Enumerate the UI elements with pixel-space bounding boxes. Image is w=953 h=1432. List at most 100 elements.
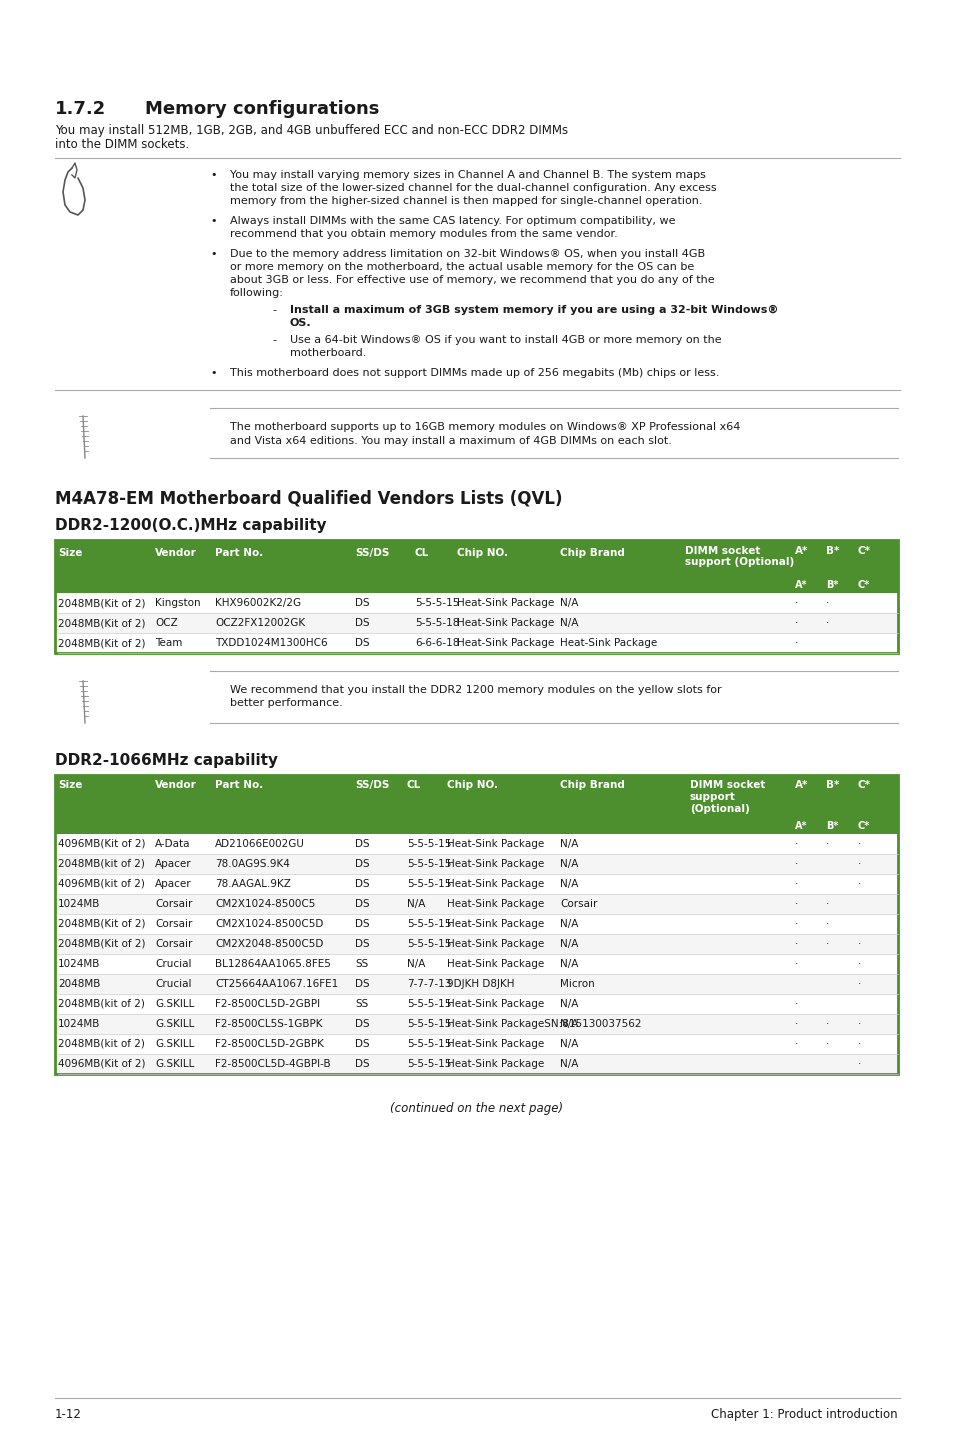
Text: N/A: N/A bbox=[559, 1020, 578, 1030]
Text: •: • bbox=[210, 249, 216, 259]
Text: Chapter 1: Product introduction: Chapter 1: Product introduction bbox=[711, 1408, 897, 1421]
Text: BL12864AA1065.8FE5: BL12864AA1065.8FE5 bbox=[214, 959, 331, 969]
Bar bbox=[55, 1034, 897, 1054]
Text: ·: · bbox=[825, 899, 828, 909]
Text: SS: SS bbox=[355, 959, 368, 969]
Text: ·: · bbox=[794, 859, 798, 869]
Text: motherboard.: motherboard. bbox=[290, 348, 366, 358]
Text: Heat-Sink Package: Heat-Sink Package bbox=[447, 859, 543, 869]
Text: ·: · bbox=[794, 619, 798, 629]
Text: DS: DS bbox=[355, 619, 369, 629]
Text: Heat-Sink Package: Heat-Sink Package bbox=[447, 1060, 543, 1070]
Text: B*: B* bbox=[825, 821, 838, 831]
Text: Micron: Micron bbox=[559, 979, 594, 990]
Text: ·: · bbox=[857, 1020, 861, 1030]
Text: Vendor: Vendor bbox=[154, 548, 196, 558]
Text: ·: · bbox=[794, 1040, 798, 1050]
Text: Use a 64-bit Windows® OS if you want to install 4GB or more memory on the: Use a 64-bit Windows® OS if you want to … bbox=[290, 335, 720, 345]
Text: or more memory on the motherboard, the actual usable memory for the OS can be: or more memory on the motherboard, the a… bbox=[230, 262, 694, 272]
Text: SS/DS: SS/DS bbox=[355, 548, 389, 558]
Text: 4096MB(Kit of 2): 4096MB(Kit of 2) bbox=[58, 1060, 146, 1070]
Text: B*: B* bbox=[825, 580, 838, 590]
Text: Apacer: Apacer bbox=[154, 879, 192, 889]
Text: DDR2-1200(O.C.)MHz capability: DDR2-1200(O.C.)MHz capability bbox=[55, 518, 326, 533]
Text: A*: A* bbox=[794, 580, 806, 590]
Text: SS: SS bbox=[355, 1000, 368, 1010]
Text: ·: · bbox=[857, 959, 861, 969]
Text: Heat-Sink Package: Heat-Sink Package bbox=[447, 919, 543, 929]
Text: C*: C* bbox=[857, 780, 870, 790]
Text: CM2X1024-8500C5: CM2X1024-8500C5 bbox=[214, 899, 315, 909]
Bar bbox=[55, 914, 897, 934]
Text: DIMM socket: DIMM socket bbox=[684, 546, 760, 556]
Text: about 3GB or less. For effective use of memory, we recommend that you do any of : about 3GB or less. For effective use of … bbox=[230, 275, 714, 285]
Text: support (Optional): support (Optional) bbox=[684, 557, 794, 567]
Text: (continued on the next page): (continued on the next page) bbox=[390, 1103, 563, 1116]
Text: Chip Brand: Chip Brand bbox=[559, 780, 624, 790]
Text: Heat-Sink Package: Heat-Sink Package bbox=[447, 839, 543, 849]
Text: Size: Size bbox=[58, 548, 82, 558]
Text: ·: · bbox=[857, 839, 861, 849]
Text: C*: C* bbox=[857, 546, 870, 556]
Text: A*: A* bbox=[794, 821, 806, 831]
Text: ·: · bbox=[794, 599, 798, 609]
Text: F2-8500CL5D-2GBPI: F2-8500CL5D-2GBPI bbox=[214, 1000, 320, 1010]
Text: G.SKILL: G.SKILL bbox=[154, 1000, 194, 1010]
Text: DS: DS bbox=[355, 639, 369, 649]
Text: DS: DS bbox=[355, 1040, 369, 1050]
Bar bbox=[55, 775, 897, 833]
Text: CL: CL bbox=[407, 780, 421, 790]
Text: 6-6-6-18: 6-6-6-18 bbox=[415, 639, 459, 649]
Text: AD21066E002GU: AD21066E002GU bbox=[214, 839, 305, 849]
Text: Heat-Sink PackageSN:815130037562: Heat-Sink PackageSN:815130037562 bbox=[447, 1020, 640, 1030]
Text: Kingston: Kingston bbox=[154, 599, 200, 609]
Text: Crucial: Crucial bbox=[154, 979, 192, 990]
Text: ·: · bbox=[857, 939, 861, 949]
Text: ·: · bbox=[825, 939, 828, 949]
Text: F2-8500CL5S-1GBPK: F2-8500CL5S-1GBPK bbox=[214, 1020, 322, 1030]
Text: This motherboard does not support DIMMs made up of 256 megabits (Mb) chips or le: This motherboard does not support DIMMs … bbox=[230, 368, 719, 378]
Text: B*: B* bbox=[825, 546, 839, 556]
Text: 78.AAGAL.9KZ: 78.AAGAL.9KZ bbox=[214, 879, 291, 889]
Text: 5-5-5-15: 5-5-5-15 bbox=[407, 1020, 451, 1030]
Text: Size: Size bbox=[58, 780, 82, 790]
Text: OS.: OS. bbox=[290, 318, 312, 328]
Text: DIMM socket: DIMM socket bbox=[689, 780, 764, 790]
Text: A-Data: A-Data bbox=[154, 839, 191, 849]
Text: 2048MB(Kit of 2): 2048MB(Kit of 2) bbox=[58, 619, 146, 629]
Text: ·: · bbox=[857, 859, 861, 869]
Text: CT25664AA1067.16FE1: CT25664AA1067.16FE1 bbox=[214, 979, 338, 990]
Text: Heat-Sink Package: Heat-Sink Package bbox=[447, 1000, 543, 1010]
Text: 5-5-5-15: 5-5-5-15 bbox=[407, 859, 451, 869]
Text: DS: DS bbox=[355, 599, 369, 609]
Text: ·: · bbox=[825, 599, 828, 609]
Text: N/A: N/A bbox=[559, 1000, 578, 1010]
Text: support: support bbox=[689, 792, 735, 802]
Text: ·: · bbox=[857, 1040, 861, 1050]
Text: N/A: N/A bbox=[407, 899, 425, 909]
Text: 4096MB(kit of 2): 4096MB(kit of 2) bbox=[58, 879, 145, 889]
Text: N/A: N/A bbox=[559, 959, 578, 969]
Text: ·: · bbox=[794, 879, 798, 889]
Text: 9DJKH D8JKH: 9DJKH D8JKH bbox=[447, 979, 514, 990]
Text: B*: B* bbox=[825, 780, 839, 790]
Text: Heat-Sink Package: Heat-Sink Package bbox=[456, 599, 554, 609]
Text: ·: · bbox=[794, 939, 798, 949]
Text: G.SKILL: G.SKILL bbox=[154, 1040, 194, 1050]
Bar bbox=[55, 633, 897, 653]
Text: Heat-Sink Package: Heat-Sink Package bbox=[559, 639, 657, 649]
Bar bbox=[55, 1054, 897, 1074]
Text: F2-8500CL5D-4GBPI-B: F2-8500CL5D-4GBPI-B bbox=[214, 1060, 331, 1070]
Text: 5-5-5-15: 5-5-5-15 bbox=[407, 1000, 451, 1010]
Text: 5-5-5-15: 5-5-5-15 bbox=[407, 879, 451, 889]
Text: Heat-Sink Package: Heat-Sink Package bbox=[456, 619, 554, 629]
Text: ·: · bbox=[794, 899, 798, 909]
Bar bbox=[55, 934, 897, 954]
Text: N/A: N/A bbox=[559, 1040, 578, 1050]
Text: Due to the memory address limitation on 32-bit Windows® OS, when you install 4GB: Due to the memory address limitation on … bbox=[230, 249, 704, 259]
Text: G.SKILL: G.SKILL bbox=[154, 1020, 194, 1030]
Text: F2-8500CL5D-2GBPK: F2-8500CL5D-2GBPK bbox=[214, 1040, 323, 1050]
Text: N/A: N/A bbox=[559, 939, 578, 949]
Text: You may install 512MB, 1GB, 2GB, and 4GB unbuffered ECC and non-ECC DDR2 DIMMs: You may install 512MB, 1GB, 2GB, and 4GB… bbox=[55, 125, 568, 137]
Text: 1024MB: 1024MB bbox=[58, 899, 100, 909]
